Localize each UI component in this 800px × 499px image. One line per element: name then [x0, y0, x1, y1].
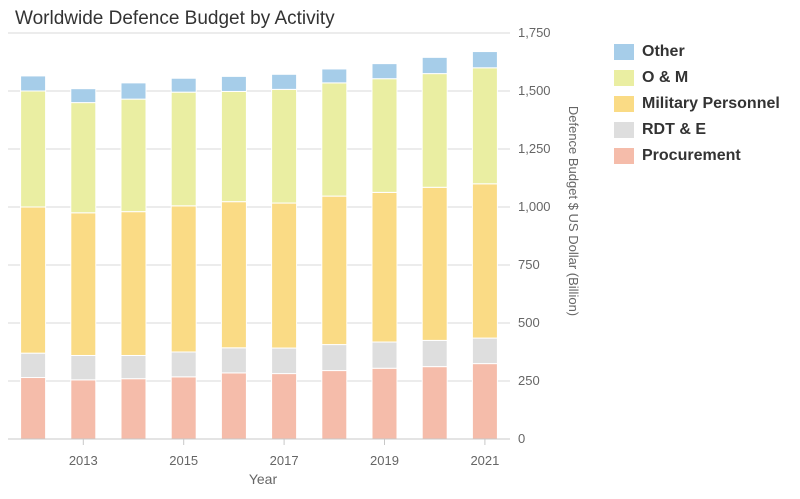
bar-segment — [70, 354, 97, 381]
bar-segment — [120, 211, 147, 356]
bar-segment — [220, 347, 247, 374]
bar-segment — [70, 88, 97, 104]
bar-segment — [170, 77, 197, 93]
bar-segment — [321, 370, 348, 440]
bar-segment — [70, 102, 97, 214]
bar-segment — [170, 351, 197, 378]
bar-segment — [20, 90, 47, 208]
x-tick-label: 2021 — [470, 453, 499, 468]
bar-segment — [421, 339, 448, 368]
bar-segment — [220, 372, 247, 440]
y-tick-label: 1,500 — [518, 83, 551, 98]
bar-segment — [421, 186, 448, 341]
legend-swatch — [614, 70, 634, 86]
y-tick-labels: 0 250 500 750 1,000 1,250 1,500 1,750 — [518, 25, 551, 446]
bar-segment — [20, 377, 47, 440]
legend-label: O & M — [642, 69, 689, 86]
bar-segment — [170, 376, 197, 440]
bar-segment — [471, 337, 498, 365]
bar-segment — [271, 373, 298, 440]
legend-swatch — [614, 96, 634, 112]
legend-label: Military Personnel — [642, 95, 780, 112]
chart-title: Worldwide Defence Budget by Activity — [15, 8, 335, 29]
bar-segment — [120, 378, 147, 440]
legend: Other O & M Military Personnel RDT & E Procu… — [614, 39, 780, 169]
bar-segment — [321, 344, 348, 372]
y-tick-label: 0 — [518, 431, 525, 446]
bar-segment — [321, 68, 348, 84]
bar-segment — [421, 366, 448, 440]
y-tick-label: 1,250 — [518, 141, 551, 156]
bar-segment — [220, 90, 247, 203]
bar-segment — [421, 73, 448, 188]
legend-swatch — [614, 148, 634, 164]
y-tick-label: 750 — [518, 257, 540, 272]
bar-segment — [271, 73, 298, 90]
legend-item[interactable]: O & M — [614, 65, 780, 91]
bar-segment — [20, 75, 47, 92]
y-tick-label: 1,750 — [518, 25, 551, 40]
y-tick-label: 250 — [518, 373, 540, 388]
bar-segment — [471, 51, 498, 69]
bar-segment — [371, 63, 398, 80]
x-tick-label: 2015 — [169, 453, 198, 468]
bar-segment — [170, 91, 197, 207]
bar-segment — [70, 379, 97, 440]
bar-segment — [421, 56, 448, 75]
legend-swatch — [614, 122, 634, 138]
legend-item[interactable]: Military Personnel — [614, 91, 780, 117]
bar-segment — [471, 67, 498, 185]
legend-label: Procurement — [642, 147, 741, 164]
bar-segment — [220, 75, 247, 92]
x-axis-label: Year — [249, 471, 278, 487]
y-tick-label: 500 — [518, 315, 540, 330]
y-tick-label: 1,000 — [518, 199, 551, 214]
legend-label: RDT & E — [642, 121, 706, 138]
bar-segment — [120, 98, 147, 213]
bar-segment — [471, 363, 498, 440]
bar-segment — [371, 341, 398, 369]
bar-segment — [321, 82, 348, 197]
bar-segment — [271, 347, 298, 375]
legend-item[interactable]: Procurement — [614, 143, 780, 169]
bar-segment — [271, 202, 298, 349]
bar-segment — [371, 78, 398, 193]
bar-segment — [70, 212, 97, 356]
legend-item[interactable]: RDT & E — [614, 117, 780, 143]
bar-segment — [170, 205, 197, 353]
bar-segment — [371, 367, 398, 440]
bar-segment — [271, 88, 298, 204]
bar-segment — [220, 201, 247, 349]
legend-swatch — [614, 44, 634, 60]
x-tick-label: 2017 — [270, 453, 299, 468]
x-tick-labels: 2013 2015 2017 2019 2021 — [69, 439, 499, 468]
y-axis-label: Defence Budget $ US Dollar (Billion) — [566, 106, 581, 316]
bar-segment — [20, 352, 47, 379]
bar-segment — [371, 191, 398, 343]
bar-segment — [471, 183, 498, 339]
legend-label: Other — [642, 43, 685, 60]
bar-segment — [321, 195, 348, 346]
legend-item[interactable]: Other — [614, 39, 780, 65]
x-tick-label: 2019 — [370, 453, 399, 468]
bars — [20, 51, 498, 440]
bar-segment — [120, 82, 147, 100]
bar-segment — [120, 354, 147, 380]
bar-segment — [20, 206, 47, 354]
x-tick-label: 2013 — [69, 453, 98, 468]
